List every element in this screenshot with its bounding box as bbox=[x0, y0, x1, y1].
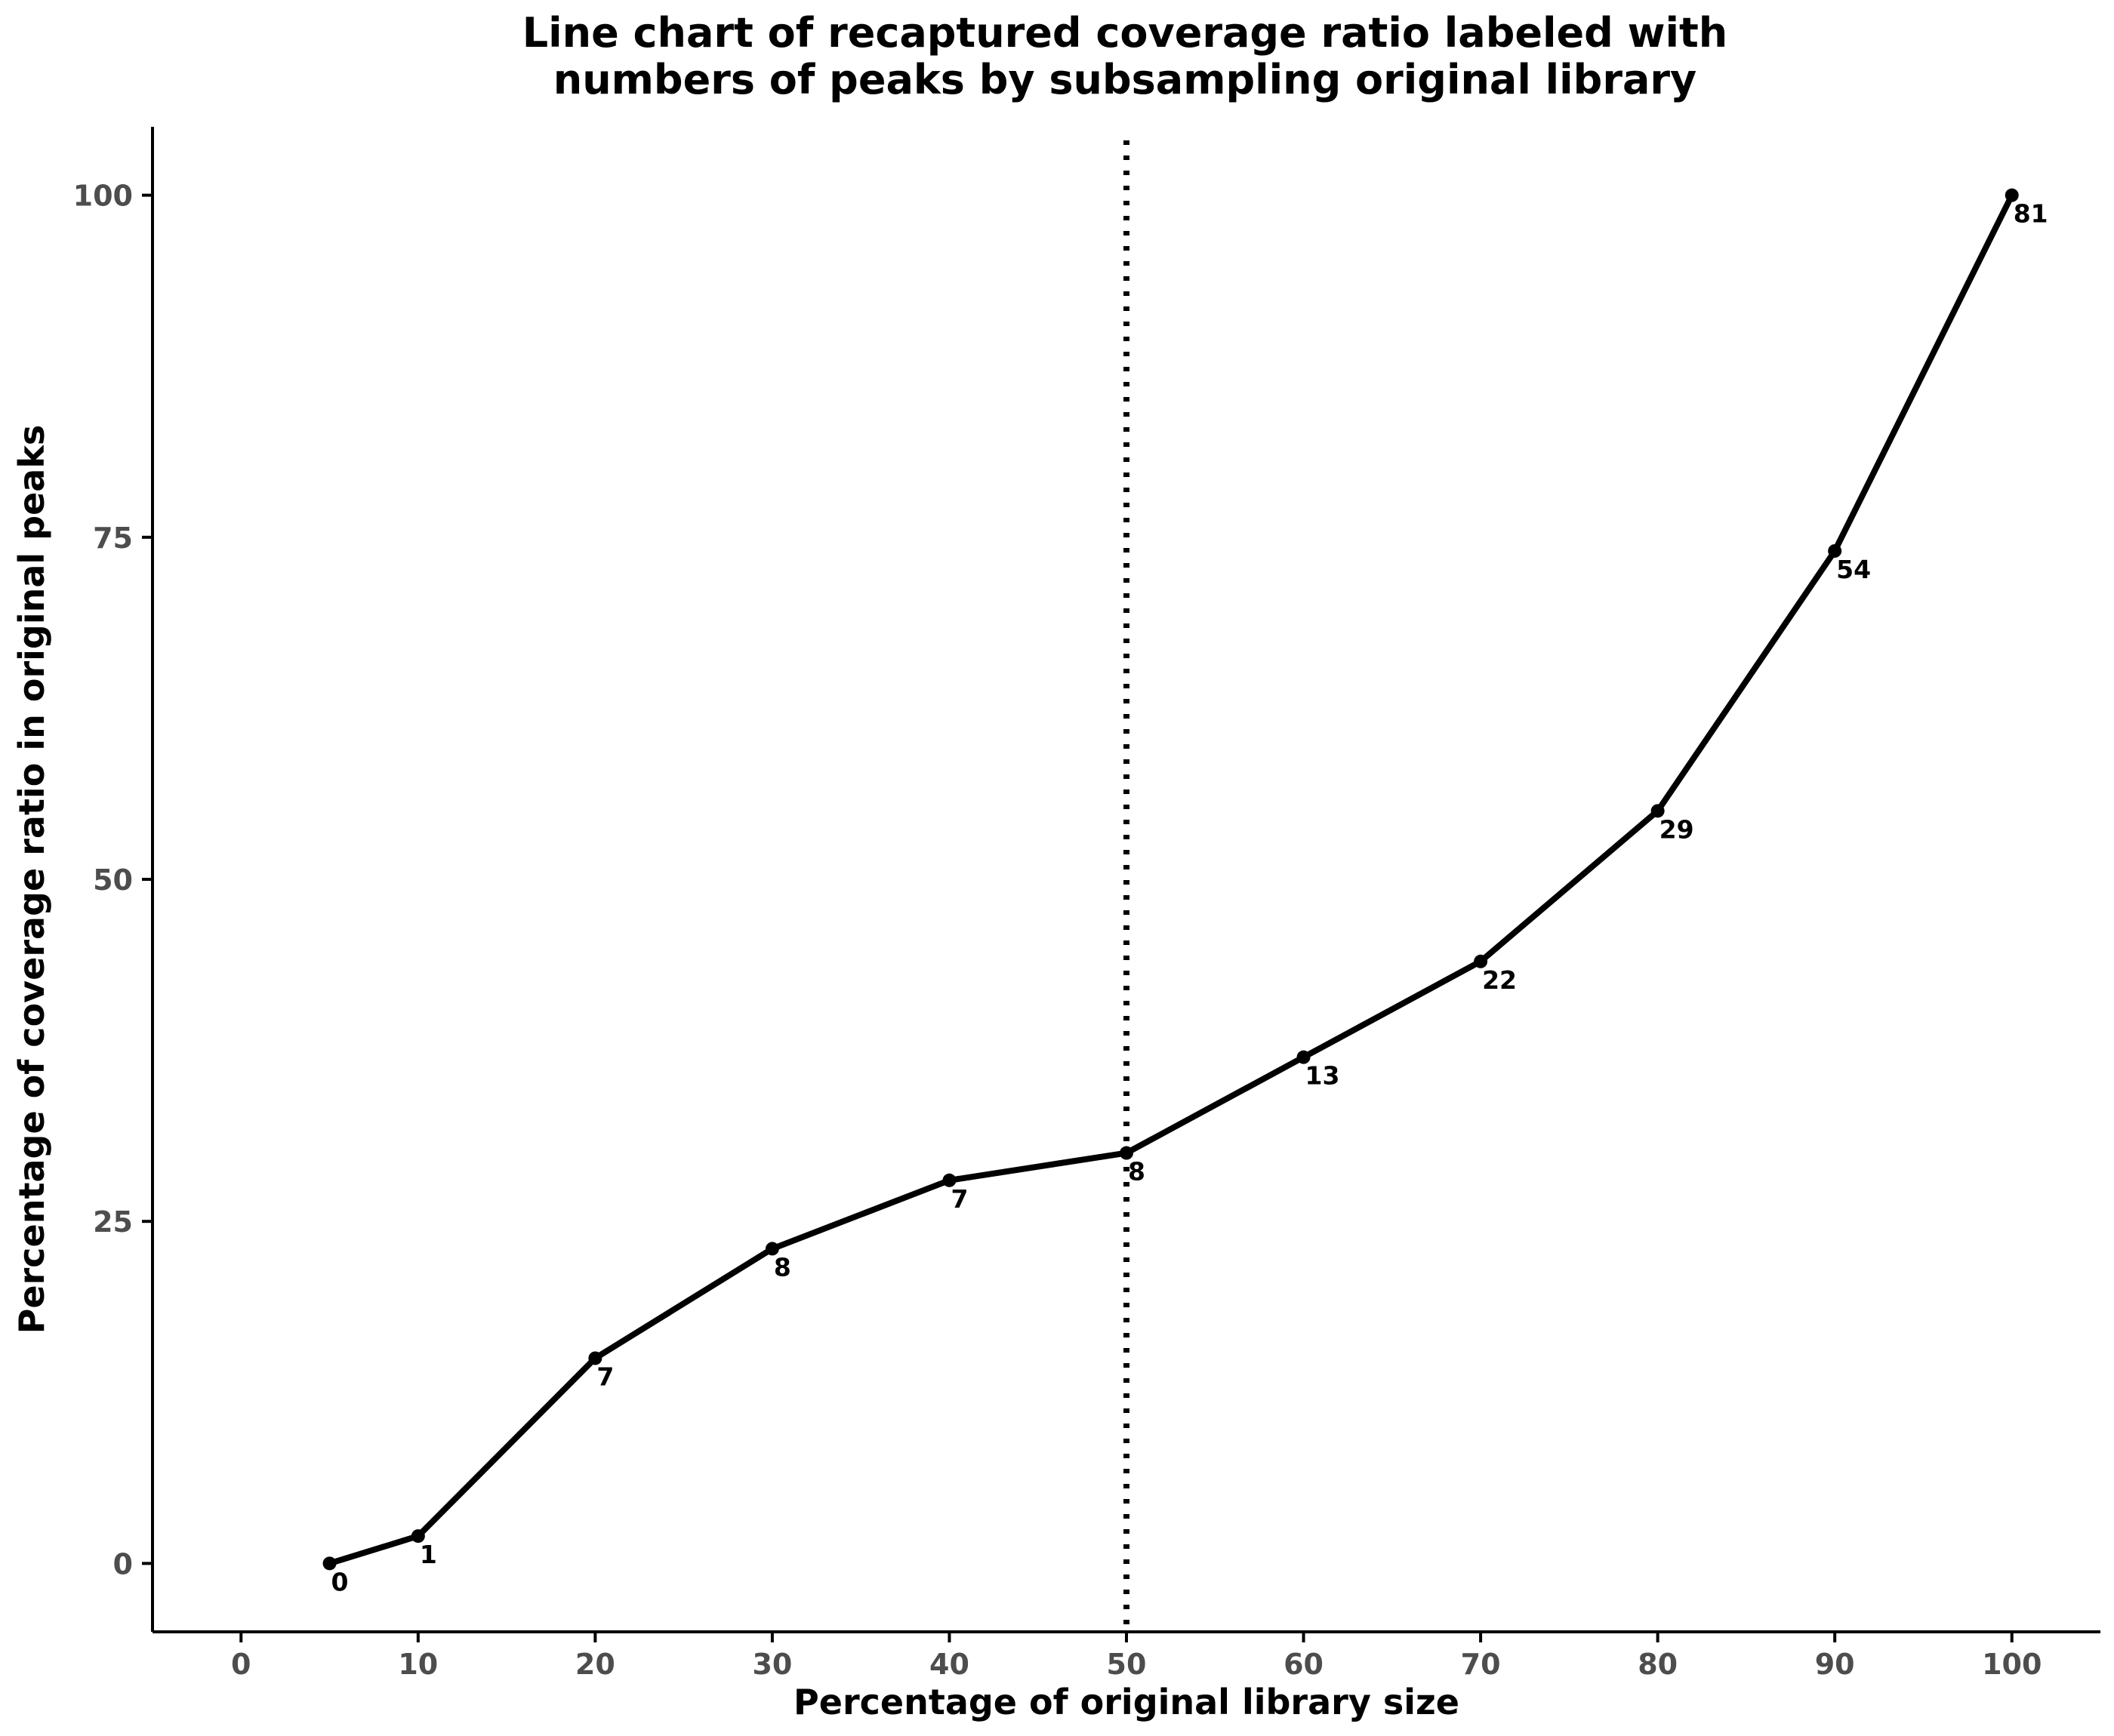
x-tick-label: 10 bbox=[398, 1648, 438, 1681]
data-point bbox=[1828, 543, 1842, 558]
data-point bbox=[1474, 954, 1488, 968]
data-label: 22 bbox=[1482, 965, 1517, 995]
data-label: 7 bbox=[596, 1362, 614, 1391]
x-tick-label: 0 bbox=[231, 1648, 251, 1681]
x-tick-label: 30 bbox=[752, 1648, 792, 1681]
data-point bbox=[588, 1351, 602, 1365]
data-label: 1 bbox=[420, 1540, 437, 1569]
data-labels: 0 1 7 8 7 8 13 22 29 54 81 bbox=[331, 199, 2048, 1597]
chart-title-line: numbers of peaks by subsampling original… bbox=[553, 56, 1696, 103]
x-tick-label: 20 bbox=[575, 1648, 615, 1681]
data-label: 81 bbox=[2014, 199, 2048, 229]
data-point bbox=[2005, 188, 2019, 202]
x-tick-label: 90 bbox=[1815, 1648, 1855, 1681]
chart-title: Line chart of recaptured coverage ratio … bbox=[522, 9, 1727, 103]
x-tick-label: 80 bbox=[1638, 1648, 1678, 1681]
data-label: 8 bbox=[774, 1252, 791, 1282]
data-point bbox=[322, 1556, 337, 1571]
data-label: 29 bbox=[1659, 814, 1694, 844]
chart-title-line: Line chart of recaptured coverage ratio … bbox=[522, 9, 1727, 57]
x-tick-label: 40 bbox=[929, 1648, 969, 1681]
data-points bbox=[322, 188, 2019, 1571]
data-label: 54 bbox=[1836, 555, 1871, 584]
x-tick-label: 50 bbox=[1107, 1648, 1147, 1681]
y-tick-label: 100 bbox=[73, 180, 133, 213]
y-tick-label: 50 bbox=[93, 863, 133, 897]
data-point bbox=[942, 1173, 957, 1187]
y-axis-ticks: 0 25 50 75 100 bbox=[73, 180, 153, 1581]
x-axis-ticks: 0 10 20 30 40 50 60 70 80 90 100 bbox=[231, 1632, 2042, 1681]
data-point bbox=[1120, 1146, 1133, 1160]
data-point bbox=[411, 1529, 425, 1544]
data-label: 8 bbox=[1128, 1157, 1145, 1187]
x-axis-label: Percentage of original library size bbox=[794, 1682, 1459, 1722]
y-tick-label: 75 bbox=[93, 522, 133, 555]
y-tick-label: 25 bbox=[93, 1205, 133, 1239]
data-point bbox=[1296, 1050, 1311, 1064]
x-tick-label: 60 bbox=[1284, 1648, 1324, 1681]
x-tick-label: 100 bbox=[1982, 1648, 2042, 1681]
data-point bbox=[765, 1242, 779, 1256]
data-label: 13 bbox=[1305, 1061, 1340, 1091]
series-line bbox=[328, 193, 2015, 1567]
x-tick-label: 70 bbox=[1461, 1648, 1501, 1681]
y-tick-label: 0 bbox=[113, 1547, 133, 1581]
data-label: 7 bbox=[951, 1184, 968, 1214]
data-label: 0 bbox=[331, 1567, 349, 1596]
y-axis-label: Percentage of coverage ratio in original… bbox=[11, 425, 52, 1334]
data-point bbox=[1650, 804, 1665, 818]
